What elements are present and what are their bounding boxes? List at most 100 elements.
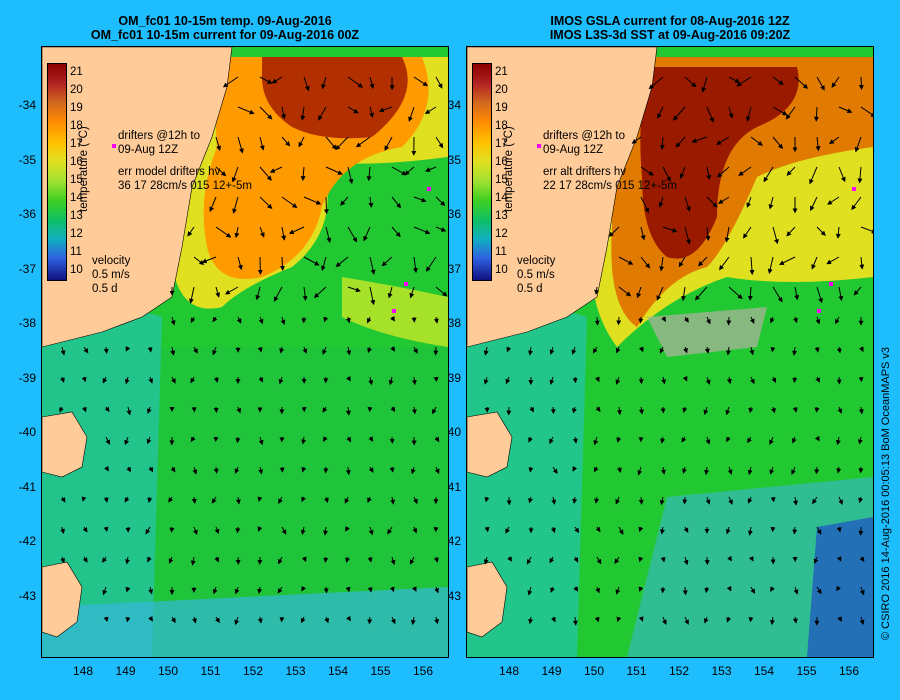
- current-arrow: [769, 436, 774, 445]
- current-arrow: [258, 466, 264, 475]
- current-arrow: [505, 376, 511, 385]
- current-arrow: [837, 406, 843, 414]
- current-arrow: [126, 466, 131, 473]
- lon-tick-label: 154: [327, 664, 349, 678]
- current-arrow: [827, 196, 840, 205]
- current-arrow: [698, 256, 708, 267]
- current-arrow: [483, 376, 489, 385]
- current-arrow: [778, 256, 796, 265]
- current-arrow: [682, 375, 688, 382]
- current-arrow: [278, 376, 284, 385]
- current-arrow: [390, 616, 396, 625]
- current-arrow: [213, 466, 219, 474]
- colorbar-tick: 16: [70, 156, 83, 168]
- current-arrow: [682, 406, 688, 414]
- current-arrow: [347, 76, 364, 88]
- velocity-legend: velocity 0.5 m/s 0.5 d: [517, 254, 555, 296]
- current-arrow: [660, 436, 666, 444]
- current-arrow: [749, 346, 755, 356]
- lon-tick-label: 155: [796, 664, 817, 678]
- current-arrow: [750, 586, 756, 595]
- current-arrow: [60, 526, 65, 535]
- lat-tick-label: -39: [18, 370, 36, 385]
- current-arrow: [748, 406, 754, 414]
- current-arrow: [103, 346, 109, 354]
- current-arrow: [259, 106, 273, 120]
- current-arrow: [809, 166, 818, 185]
- velocity-legend: velocity 0.5 m/s 0.5 d: [92, 254, 130, 296]
- current-arrow: [409, 556, 415, 565]
- current-arrow: [378, 106, 393, 113]
- current-arrow: [215, 286, 221, 298]
- current-arrow: [257, 616, 263, 624]
- current-arrow: [728, 106, 734, 119]
- current-arrow: [838, 286, 844, 302]
- current-arrow: [659, 496, 665, 506]
- current-arrow: [257, 526, 263, 532]
- current-arrow: [857, 436, 863, 445]
- lat-tick-label: -37: [18, 261, 36, 276]
- current-arrow: [215, 616, 220, 624]
- current-arrow: [748, 556, 754, 562]
- current-arrow: [222, 76, 239, 88]
- current-arrow: [234, 616, 240, 626]
- lon-tick-label: 150: [157, 664, 179, 678]
- lat-tick-label: -41: [18, 479, 36, 494]
- err-stats: err model drifters hv 36 17 28cm/s 015 1…: [118, 165, 252, 193]
- current-arrow: [434, 616, 439, 625]
- current-arrow: [595, 586, 600, 594]
- current-arrow: [391, 166, 407, 176]
- current-arrow: [82, 526, 88, 533]
- current-arrow: [387, 286, 393, 299]
- current-arrow: [786, 166, 796, 176]
- colorbar-tick: 14: [495, 192, 508, 204]
- err-line1: err alt drifters hv: [543, 166, 627, 178]
- current-arrow: [704, 466, 710, 476]
- current-arrow: [828, 136, 840, 145]
- drifters-legend: drifters @12h to 09-Aug 12Z: [118, 129, 200, 157]
- current-arrow: [281, 526, 287, 535]
- drifter-marker: [817, 309, 821, 313]
- current-arrow: [684, 76, 697, 88]
- current-arrow: [237, 256, 243, 271]
- current-arrow: [813, 556, 819, 565]
- current-arrow: [770, 586, 775, 592]
- current-arrow: [716, 136, 730, 145]
- current-arrow: [838, 166, 846, 183]
- current-arrow: [102, 586, 108, 596]
- current-arrow: [323, 586, 329, 594]
- current-arrow: [213, 376, 219, 383]
- current-arrow: [279, 256, 285, 271]
- current-arrow: [301, 556, 307, 563]
- current-arrow: [435, 196, 446, 207]
- current-arrow: [413, 496, 418, 505]
- current-arrow: [549, 556, 555, 564]
- current-arrow: [192, 466, 198, 475]
- colorbar-tick: 19: [495, 102, 508, 114]
- current-arrow: [691, 136, 708, 143]
- current-arrow: [201, 256, 217, 264]
- current-arrow: [192, 616, 197, 624]
- current-arrow: [816, 226, 826, 236]
- current-arrow: [860, 226, 873, 234]
- current-arrow: [593, 466, 599, 473]
- current-arrow: [526, 556, 532, 565]
- colorbar-tick: 16: [495, 156, 508, 168]
- current-arrow: [237, 106, 255, 115]
- current-arrow: [212, 346, 217, 356]
- current-arrow: [347, 166, 354, 185]
- current-arrow: [324, 616, 329, 624]
- current-arrow: [661, 316, 666, 322]
- current-arrow: [684, 616, 689, 625]
- current-arrow: [281, 226, 287, 241]
- current-arrow: [367, 616, 373, 625]
- drifter-legend-marker: [112, 144, 116, 148]
- left-map: [42, 47, 448, 657]
- lon-tick-label: 156: [838, 664, 860, 678]
- current-arrow: [320, 256, 327, 272]
- current-arrow: [705, 496, 711, 505]
- current-arrow: [638, 316, 644, 324]
- current-arrow: [608, 226, 620, 237]
- current-arrow: [785, 106, 796, 120]
- right-title-line1: IMOS GSLA current for 08-Aug-2016 12Z: [550, 14, 790, 28]
